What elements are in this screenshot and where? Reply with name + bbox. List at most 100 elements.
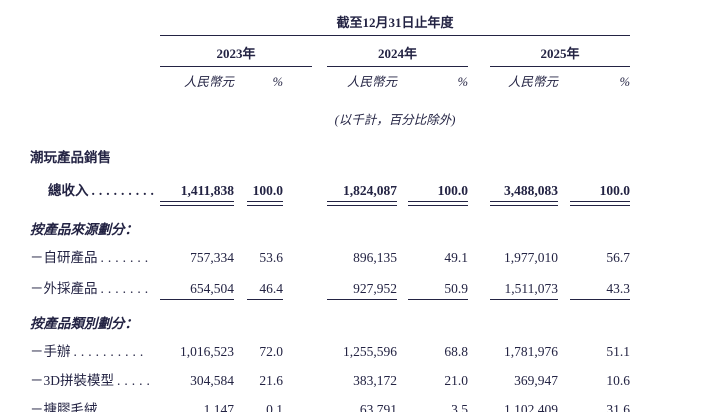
value-cell: 3,488,083 (490, 168, 558, 202)
row-label: －3D拼裝模型..... (30, 362, 160, 391)
value-cell: 757,334 (190, 249, 234, 265)
value-cell: 1,102,409 (504, 401, 558, 412)
unit-note: (以千計，百分比除外) (334, 113, 456, 127)
table-row: 按產品類別劃分： (30, 300, 630, 334)
column-gap (234, 268, 247, 300)
row-label-text: －3D拼裝模型 (30, 372, 114, 388)
value-cell: 46.4 (247, 268, 283, 300)
column-gap (283, 333, 312, 362)
row-subheader: 按產品來源劃分： (30, 206, 630, 240)
row-label-text: －手辦 (30, 343, 71, 359)
leader-dots: ....... (100, 281, 153, 297)
column-gap (397, 168, 408, 202)
column-gap (397, 239, 408, 268)
column-gap (397, 268, 408, 300)
value-cell: 100.0 (570, 168, 631, 202)
underline (490, 201, 558, 206)
currency-header: 人民幣元 (346, 75, 397, 89)
value-cell: 383,172 (353, 372, 397, 388)
row-label-text: －自研產品 (30, 249, 98, 265)
value-cell: 51.1 (606, 343, 631, 359)
value-cell: 927,952 (327, 268, 397, 300)
value-cell: 0.1 (266, 401, 283, 412)
column-gap (312, 333, 327, 362)
value-cell: 100.0 (247, 168, 283, 202)
column-gap (558, 239, 570, 268)
leader-dots: ......... (91, 183, 158, 199)
column-gap (468, 168, 490, 202)
value-cell: 654,504 (160, 268, 234, 300)
underline (247, 201, 283, 206)
double-rule-row (30, 201, 631, 206)
column-gap (468, 239, 490, 268)
column-gap (468, 333, 490, 362)
value-cell: 49.1 (444, 249, 468, 265)
row-label-text: 總收入 (48, 183, 89, 199)
value-cell: 1,411,838 (160, 168, 234, 202)
currency-header: 人民幣元 (507, 75, 558, 89)
leader-dots: .......... (73, 343, 148, 359)
value-cell: 1,977,010 (504, 249, 558, 265)
table-row: 總收入......... 1,411,838 100.0 1,824,087 100.0… (30, 168, 631, 202)
value-cell: 3.5 (451, 401, 468, 412)
column-gap (558, 333, 570, 362)
year-header-2025: 2025年 (490, 35, 631, 67)
percent-header: % (619, 75, 631, 89)
column-gap (558, 362, 570, 391)
column-gap (312, 168, 327, 202)
value-cell: 1,824,087 (327, 168, 397, 202)
value-cell: 1,016,523 (180, 343, 234, 359)
column-gap (234, 168, 247, 202)
value-cell: 21.6 (259, 372, 283, 388)
column-gap (312, 268, 327, 300)
value-cell: 1,147 (203, 401, 234, 412)
leader-dots: ...... (100, 401, 145, 412)
column-gap (234, 239, 247, 268)
column-gap (312, 362, 327, 391)
column-gap (468, 362, 490, 391)
table-row: 按產品來源劃分： (30, 206, 630, 240)
row-subheader-label: 按產品來源劃分： (30, 221, 138, 237)
row-subheader: 按產品類別劃分： (30, 300, 630, 334)
column-gap (283, 239, 312, 268)
value-cell: 896,135 (353, 249, 397, 265)
column-gap (312, 391, 327, 412)
value-cell: 21.0 (444, 372, 468, 388)
column-gap (397, 391, 408, 412)
row-label-text: －搪膠毛絨 (30, 401, 98, 412)
underline (327, 201, 397, 206)
period-header: 截至12月31日止年度 (160, 8, 631, 36)
column-gap (468, 391, 490, 412)
value-cell: 369,947 (514, 372, 558, 388)
value-cell: 63,791 (359, 401, 397, 412)
revenue-breakdown-table: 截至12月31日止年度 2023年 2024年 2025年 人民幣元 % 人民幣… (30, 8, 631, 412)
table-row: －搪膠毛絨...... 1,147 0.1 63,791 3.5 1,102,409 31.… (30, 391, 630, 412)
column-gap (283, 391, 312, 412)
row-label: －搪膠毛絨...... (30, 391, 160, 412)
column-gap (283, 168, 312, 202)
percent-header: % (272, 75, 283, 89)
column-gap (558, 391, 570, 412)
column-gap (558, 168, 570, 202)
underline (570, 201, 631, 206)
column-gap (283, 268, 312, 300)
row-label: －自研產品....... (30, 239, 160, 268)
row-subheader-label: 按產品類別劃分： (30, 315, 138, 331)
year-header-2024: 2024年 (327, 35, 468, 67)
value-cell: 100.0 (408, 168, 468, 202)
underline (408, 201, 468, 206)
underline (160, 201, 234, 206)
leader-dots: ..... (117, 372, 154, 388)
value-cell: 10.6 (606, 372, 631, 388)
table-row: －3D拼裝模型..... 304,584 21.6 383,172 21.0 369,94… (30, 362, 630, 391)
value-cell: 72.0 (259, 343, 283, 359)
currency-header: 人民幣元 (183, 75, 234, 89)
column-gap (312, 239, 327, 268)
row-label-text: －外採產品 (30, 281, 98, 297)
value-cell: 1,781,976 (504, 343, 558, 359)
value-cell: 1,511,073 (490, 268, 558, 300)
row-label: 總收入......... (30, 168, 160, 202)
value-cell: 1,255,596 (343, 343, 397, 359)
column-gap (283, 362, 312, 391)
